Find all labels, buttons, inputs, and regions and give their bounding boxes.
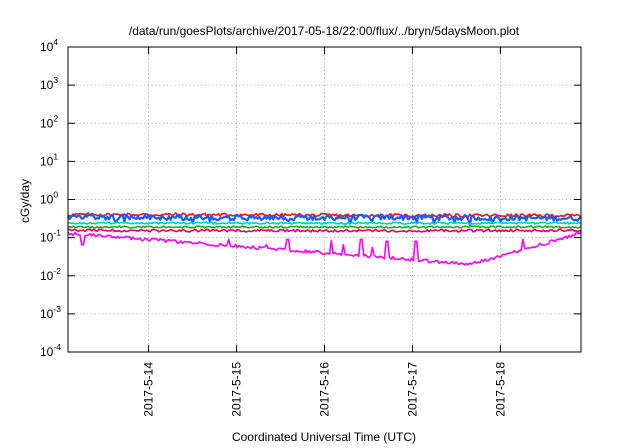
x-tick-label: 2017-5-17 <box>405 362 419 417</box>
series-line <box>67 231 582 266</box>
series-line <box>67 228 582 233</box>
x-axis-label: Coordinated Universal Time (UTC) <box>232 430 416 444</box>
y-tick-label: 104 <box>40 37 58 54</box>
x-tick-label: 2017-5-14 <box>142 362 156 417</box>
x-tick-label: 2017-5-18 <box>493 362 507 417</box>
y-tick-label: 100 <box>40 190 58 207</box>
x-tick-label: 2017-5-15 <box>230 362 244 417</box>
series-group <box>67 212 582 266</box>
y-tick-label: 103 <box>40 75 58 92</box>
y-tick-label: 10-2 <box>40 266 61 283</box>
series-line <box>67 213 582 226</box>
grid <box>68 47 581 352</box>
series-line <box>67 221 582 225</box>
y-tick-label: 10-3 <box>40 304 61 321</box>
y-tick-label: 102 <box>40 113 58 130</box>
series-line <box>67 225 582 229</box>
x-tick-label: 2017-5-16 <box>318 362 332 417</box>
chart-title: /data/run/goesPlots/archive/2017-05-18/2… <box>129 24 520 38</box>
plot-frame <box>67 46 582 353</box>
y-tick-label: 10-1 <box>40 228 61 245</box>
ticks: 10-4 10-3 10-2 10-1 100 101 102 103 104 2017-5-14… <box>40 37 581 417</box>
y-axis-label: cGy/day <box>18 179 32 223</box>
y-tick-label: 101 <box>40 151 58 168</box>
y-tick-label: 10-4 <box>40 342 61 359</box>
